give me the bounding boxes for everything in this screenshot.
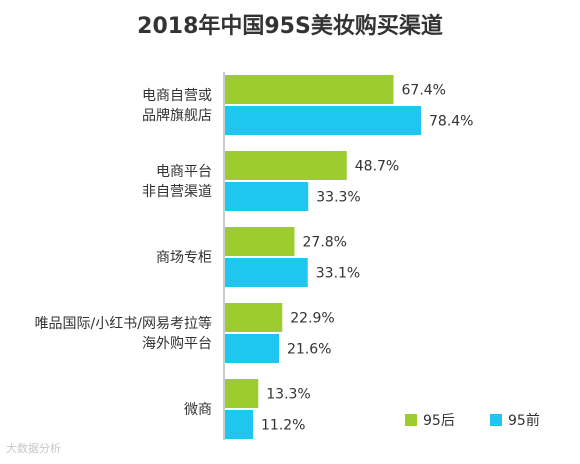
bar-series2-3 — [225, 334, 279, 363]
legend-swatch — [405, 414, 417, 426]
bar-series2-4 — [225, 410, 253, 439]
data-label: 27.8% — [303, 235, 347, 251]
bar-series2-0 — [225, 106, 421, 135]
legend-swatch — [490, 414, 502, 426]
data-label: 22.9% — [290, 311, 334, 327]
category-label: 电商自营或 — [142, 88, 212, 104]
category-label: 微商 — [184, 402, 212, 418]
bar-series1-0 — [225, 75, 394, 104]
legend-label: 95前 — [508, 412, 540, 429]
data-label: 11.2% — [261, 418, 305, 434]
data-label: 33.1% — [316, 266, 360, 282]
category-label: 海外购平台 — [142, 336, 212, 352]
data-label: 78.4% — [429, 114, 473, 130]
bar-series1-1 — [225, 151, 347, 180]
bar-series1-2 — [225, 227, 295, 256]
chart-title: 2018年中国95S美妆购买渠道 — [137, 14, 443, 39]
bar-series1-3 — [225, 303, 283, 332]
legend: 95后 95前 — [405, 412, 540, 429]
data-label: 33.3% — [316, 190, 360, 206]
data-label: 48.7% — [355, 159, 399, 175]
bar-series2-2 — [225, 258, 308, 287]
watermark-text: 大数据分析 — [6, 442, 61, 455]
data-label: 13.3% — [266, 387, 310, 403]
bars-layer — [225, 75, 421, 439]
category-label: 电商平台 — [156, 164, 212, 180]
data-label: 67.4% — [402, 83, 446, 99]
category-label: 唯品国际/小红书/网易考拉等 — [35, 315, 212, 332]
legend-label: 95后 — [423, 413, 455, 429]
bar-series1-4 — [225, 379, 259, 408]
data-label: 21.6% — [287, 342, 331, 358]
bar-series2-1 — [225, 182, 309, 211]
category-label: 非自营渠道 — [142, 184, 212, 200]
category-label: 商场专柜 — [156, 250, 212, 266]
category-label: 品牌旗舰店 — [142, 107, 212, 124]
